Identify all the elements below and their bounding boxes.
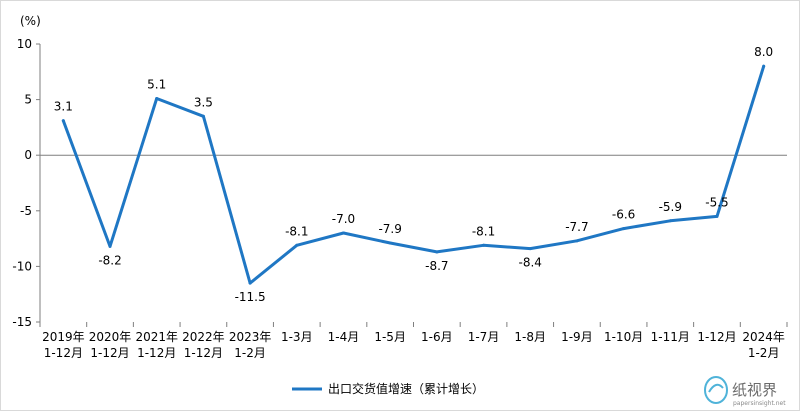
x-tick-label: 1-5月 xyxy=(374,330,406,344)
data-label: -8.2 xyxy=(98,253,121,267)
data-point xyxy=(341,231,345,235)
x-tick-label: 2024年 1-2月 xyxy=(742,330,785,360)
x-tick-label: 1-10月 xyxy=(604,330,643,344)
data-labels: 3.1 -8.2 5.1 3.5 -11.5 -8.1 -7.0 -7.9 -8.7 -8.1 -8… xyxy=(54,45,773,304)
y-tick-label: -10 xyxy=(12,259,32,273)
data-label: -5.5 xyxy=(705,195,728,209)
x-tick-label: 1-9月 xyxy=(561,330,593,344)
data-label: -8.1 xyxy=(472,224,495,238)
data-point xyxy=(108,244,112,248)
y-tick-label: 0 xyxy=(24,148,32,162)
data-label: 3.1 xyxy=(54,100,73,114)
y-unit-label: (%) xyxy=(20,14,41,28)
x-tick-label: 2019年 1-12月 xyxy=(42,330,85,360)
data-label: -7.0 xyxy=(332,212,355,226)
x-tick-label: 2021年 1-12月 xyxy=(135,330,178,360)
data-label: -8.4 xyxy=(519,256,542,270)
x-tick-label: 1-8月 xyxy=(514,330,546,344)
data-point xyxy=(201,114,205,118)
data-label: -11.5 xyxy=(235,290,266,304)
watermark-logo-swoosh xyxy=(708,383,724,393)
x-tick-label: 2020年 1-12月 xyxy=(89,330,132,360)
chart-marks xyxy=(61,64,766,285)
data-label: -6.6 xyxy=(612,208,635,222)
data-point xyxy=(715,214,719,218)
watermark-url: papersinsight.net xyxy=(733,400,786,407)
data-point xyxy=(435,250,439,254)
data-point xyxy=(155,96,159,100)
data-label: -7.7 xyxy=(565,220,588,234)
x-tick-label: 1-7月 xyxy=(468,330,500,344)
data-point xyxy=(668,219,672,223)
data-label: -5.9 xyxy=(659,200,682,214)
x-tick-label: 2022年 1-12月 xyxy=(182,330,225,360)
x-tick-label: 1-3月 xyxy=(281,330,313,344)
data-point xyxy=(482,243,486,247)
data-point xyxy=(248,281,252,285)
data-label: 3.5 xyxy=(194,95,213,109)
x-tick-label: 2023年 1-2月 xyxy=(229,330,272,360)
watermark-logo-icon xyxy=(704,376,728,404)
y-tick-label: 10 xyxy=(17,37,32,51)
y-tick-label: -15 xyxy=(12,315,32,329)
x-tick-label: 1-11月 xyxy=(651,330,690,344)
data-label: 5.1 xyxy=(147,77,166,91)
y-tick-label: 5 xyxy=(24,93,32,107)
series-line xyxy=(61,64,766,285)
legend-label: 出口交货值增速（累计增长） xyxy=(328,381,484,396)
x-tick-label: 1-6月 xyxy=(421,330,453,344)
data-point xyxy=(388,241,392,245)
data-point xyxy=(622,227,626,231)
data-label: -8.7 xyxy=(425,259,448,273)
data-point xyxy=(575,239,579,243)
y-tick-label: -5 xyxy=(20,204,32,218)
legend: 出口交货值增速（累计增长） xyxy=(292,381,484,396)
data-point xyxy=(295,243,299,247)
data-label: 8.0 xyxy=(754,45,773,59)
data-label: -7.9 xyxy=(378,222,401,236)
x-tick-label: 1-12月 xyxy=(697,330,736,344)
data-label: -8.1 xyxy=(285,224,308,238)
data-point xyxy=(762,64,766,68)
data-point xyxy=(528,247,532,251)
watermark-text: 纸视界 xyxy=(732,381,777,399)
x-tick-label: 1-4月 xyxy=(328,330,360,344)
data-point xyxy=(61,119,65,123)
